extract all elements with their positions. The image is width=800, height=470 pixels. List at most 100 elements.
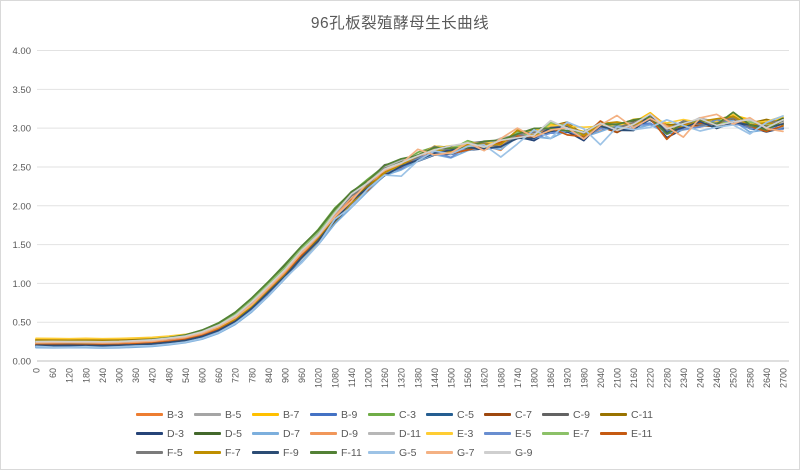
series-line-D-11[interactable] [35,115,784,343]
legend-swatch-icon [484,413,511,416]
legend-item-G-9[interactable]: G-9 [484,447,542,459]
legend-item-D-7[interactable]: D-7 [252,428,310,440]
legend-item-G-7[interactable]: G-7 [426,447,484,459]
legend-item-C-5[interactable]: C-5 [426,409,484,421]
legend-swatch-icon [426,432,453,435]
legend-label: C-5 [457,408,474,421]
x-axis-tick-label: 300 [115,368,125,383]
series-line-D-9[interactable] [35,113,784,345]
legend-item-D-3[interactable]: D-3 [136,428,194,440]
x-axis-tick-label: 720 [231,368,241,383]
x-axis-tick-label: 240 [98,368,108,383]
x-axis-tick-label: 2400 [696,368,706,388]
legend-swatch-icon [484,432,511,435]
x-axis-tick-label: 2580 [745,368,755,388]
legend-item-E-11[interactable]: E-11 [600,428,658,440]
y-axis-tick-label: 3.50 [13,85,32,96]
x-axis-tick-label: 1680 [496,368,506,388]
legend-label: E-7 [573,427,590,440]
legend-swatch-icon [426,413,453,416]
series-line-C-9[interactable] [35,115,784,343]
x-axis-tick-label: 0 [32,368,42,373]
series-line-F-11[interactable] [35,111,784,343]
series-line-F-9[interactable] [35,113,784,347]
legend-swatch-icon [368,432,395,435]
series-line-B-3[interactable] [35,116,784,345]
series-line-D-5[interactable] [35,114,784,344]
series-line-B-7[interactable] [35,111,784,341]
series-line-C-7[interactable] [35,116,784,346]
legend-label: G-9 [515,446,533,459]
chart-title[interactable]: 96孔板裂殖酵母生长曲线 [310,15,490,32]
legend-item-D-9[interactable]: D-9 [310,428,368,440]
series-line-G-7[interactable] [35,113,784,344]
legend-item-E-3[interactable]: E-3 [426,428,484,440]
series-line-E-11[interactable] [35,115,784,346]
legend-swatch-icon [600,413,627,416]
legend-label: B-5 [225,408,242,421]
x-axis-tick-label: 180 [81,368,91,383]
series-line-E-3[interactable] [35,113,784,340]
series-line-B-5[interactable] [35,115,784,344]
legend-label: D-9 [341,427,358,440]
legend-item-C-9[interactable]: C-9 [542,409,600,421]
series-line-C-11[interactable] [35,113,784,342]
legend-item-C-7[interactable]: C-7 [484,409,542,421]
legend-item-B-9[interactable]: B-9 [310,409,368,421]
series-line-C-5[interactable] [35,118,784,348]
legend-row: F-5 F-7 F-9 F-11 G-5 G-7 G-9 [136,443,664,462]
x-axis-tick-label: 2700 [779,368,789,388]
series-line-B-9[interactable] [35,118,784,347]
legend-label: C-7 [515,408,532,421]
legend-item-F-9[interactable]: F-9 [252,447,310,459]
legend-item-E-7[interactable]: E-7 [542,428,600,440]
series-line-F-7[interactable] [35,115,784,342]
legend-swatch-icon [484,451,511,454]
legend-item-C-3[interactable]: C-3 [368,409,426,421]
legend-item-E-5[interactable]: E-5 [484,428,542,440]
x-axis-tick-label: 1980 [579,368,589,388]
legend-row: B-3 B-5 B-7 B-9 C-3 C-5 C-7 C-9 C-11 [136,405,664,424]
y-axis-tick-label: 2.00 [13,201,32,212]
legend-row: D-3 D-5 D-7 D-9 D-11 E-3 E-5 E-7 E-11 [136,424,664,443]
legend-label: C-3 [399,408,416,421]
series-line-E-7[interactable] [35,114,784,344]
series-line-G-9[interactable] [35,113,784,343]
series-line-F-5[interactable] [35,116,784,344]
x-axis-tick-label: 60 [48,368,58,378]
legend-swatch-icon [252,413,279,416]
legend-label: D-7 [283,427,300,440]
x-axis-tick-label: 1500 [447,368,457,388]
legend-item-F-7[interactable]: F-7 [194,447,252,459]
legend-swatch-icon [310,451,337,454]
legend-swatch-icon [426,451,453,454]
legend-item-F-11[interactable]: F-11 [310,447,368,459]
series-line-D-7[interactable] [35,119,784,349]
legend-swatch-icon [368,413,395,416]
legend-item-D-5[interactable]: D-5 [194,428,252,440]
legend-item-G-5[interactable]: G-5 [368,447,426,459]
legend-item-C-11[interactable]: C-11 [600,409,658,421]
x-axis-tick-label: 2100 [613,368,623,388]
x-axis-tick-label: 900 [281,368,291,383]
legend-item-B-7[interactable]: B-7 [252,409,310,421]
series-line-C-3[interactable] [35,118,784,343]
legend-item-B-5[interactable]: B-5 [194,409,252,421]
legend-swatch-icon [252,432,279,435]
legend-item-D-11[interactable]: D-11 [368,428,426,440]
legend-swatch-icon [194,451,221,454]
legend-item-B-3[interactable]: B-3 [136,409,194,421]
x-axis-tick-label: 1140 [347,368,357,387]
y-axis-tick-label: 0.00 [13,357,32,368]
x-axis-tick-label: 1200 [364,368,374,388]
x-axis-tick-label: 600 [198,368,208,383]
series-line-E-5[interactable] [35,118,784,348]
x-axis-tick-label: 1380 [413,368,423,388]
legend-swatch-icon [136,432,163,435]
legend-swatch-icon [310,413,337,416]
series-line-D-3[interactable] [35,116,784,348]
legend-item-F-5[interactable]: F-5 [136,447,194,459]
series-line-G-5[interactable] [35,115,784,349]
x-axis-tick-label: 840 [264,368,274,383]
